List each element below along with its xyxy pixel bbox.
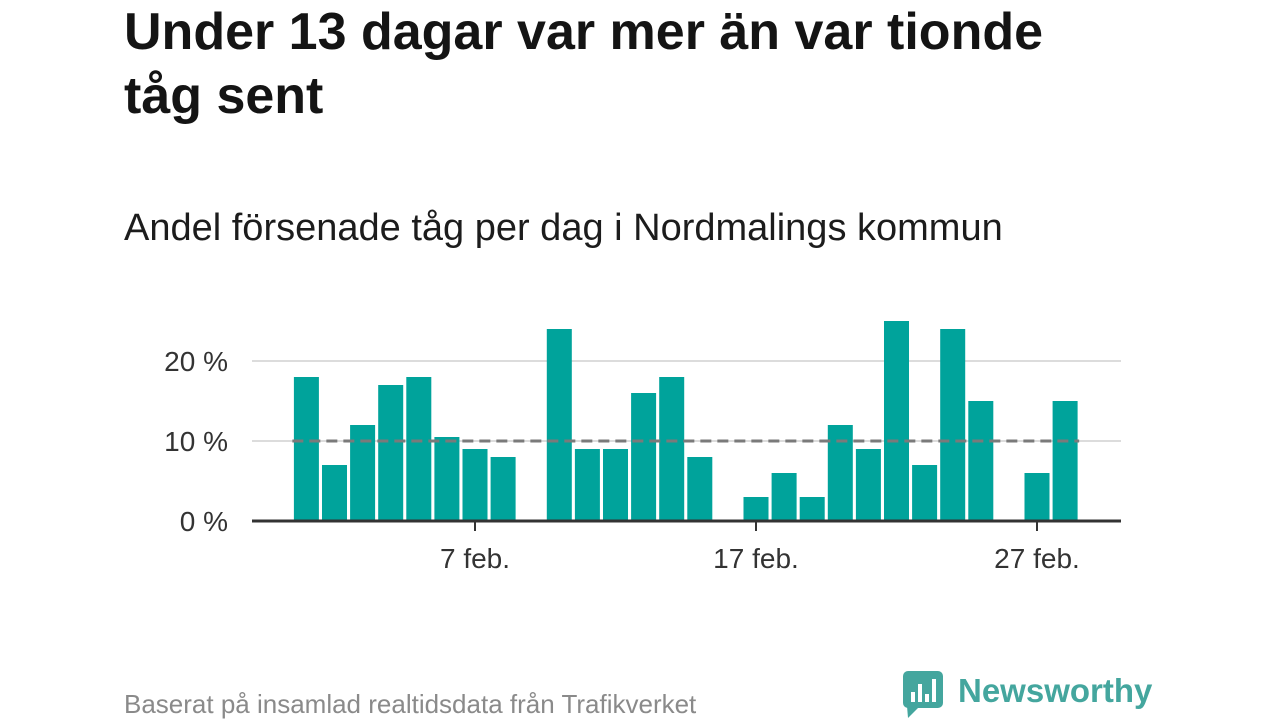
bar-chart: 0 % 10 % 20 % 7 feb. 17 feb. 27 feb. [164, 321, 1121, 574]
bar [350, 425, 376, 521]
bar [687, 457, 713, 521]
bar [546, 329, 572, 521]
bar [855, 449, 881, 521]
bar [659, 377, 685, 521]
logo-icon-bar [911, 692, 915, 702]
bar [799, 497, 825, 521]
logo-icon-bar [918, 684, 922, 702]
bar [462, 449, 488, 521]
bar [406, 377, 432, 521]
bar [771, 473, 797, 521]
y-tick-label: 10 % [164, 426, 228, 457]
bar [883, 321, 910, 521]
chart-subtitle: Andel försenade tåg per dag i Nordmaling… [124, 207, 1003, 249]
bar [912, 465, 938, 521]
bar [378, 385, 404, 521]
newsworthy-logo-text: Newsworthy [958, 672, 1153, 709]
logo-icon-bar [932, 679, 936, 702]
bar [1024, 473, 1050, 521]
logo-icon-bubble-tail [907, 706, 920, 718]
bar [1052, 401, 1078, 521]
bar [490, 457, 516, 521]
bar [293, 377, 319, 521]
bar [968, 401, 994, 521]
logo-icon-bubble [903, 671, 943, 708]
bar [321, 465, 348, 521]
source-note: Baserat på insamlad realtidsdata från Tr… [124, 689, 697, 719]
bar [940, 329, 966, 521]
x-tick-label: 17 feb. [713, 543, 799, 574]
chart-title: Under 13 dagar var mer än var tionde tåg… [124, 3, 1044, 125]
bar [631, 393, 657, 521]
x-tick-label: 7 feb. [440, 543, 510, 574]
bar [574, 449, 600, 521]
bar [827, 425, 853, 521]
bar [743, 497, 769, 521]
logo-icon-bar [925, 694, 929, 702]
newsworthy-logo-icon [903, 671, 943, 718]
x-tick-label: 27 feb. [994, 543, 1080, 574]
y-tick-label: 20 % [164, 346, 228, 377]
bar [434, 437, 460, 521]
y-tick-label: 0 % [180, 506, 228, 537]
bar [602, 449, 629, 521]
